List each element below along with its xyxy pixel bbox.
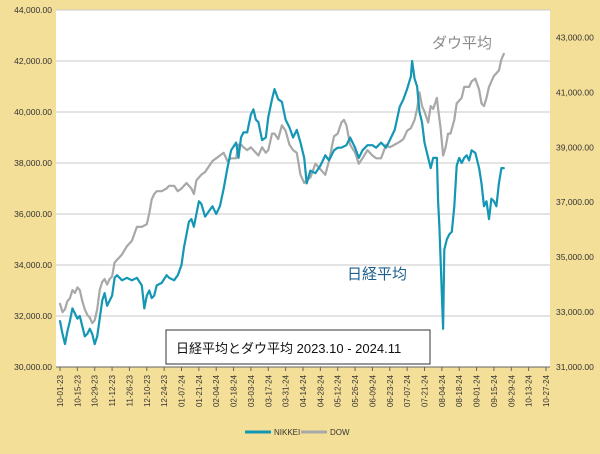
x-tick-label: 10-15-23 (73, 374, 82, 407)
left-tick-label: 42,000.00 (14, 56, 52, 66)
x-tick-label: 06-09-24 (368, 374, 377, 407)
plot-area (56, 10, 550, 367)
right-y-axis: 31,000.00 33,000.00 35,000.00 37,000.00 39,0… (556, 32, 594, 372)
series-line-nikkei (58, 59, 505, 346)
nikkei-annotation: 日経平均 (347, 266, 407, 283)
x-tick-label: 06-23-24 (386, 374, 395, 407)
x-tick-label: 12-24-23 (160, 374, 169, 407)
x-tick-label: 08-04-24 (438, 374, 447, 407)
right-tick-label: 35,000.00 (556, 252, 594, 262)
left-tick-label: 34,000.00 (14, 260, 52, 270)
x-tick-label: 05-12-24 (334, 374, 343, 407)
right-tick-label: 33,000.00 (556, 307, 594, 317)
left-tick-label: 36,000.00 (14, 209, 52, 219)
x-tick-label: 12-10-23 (143, 374, 152, 407)
x-tick-label: 09-15-24 (490, 374, 499, 407)
x-tick-label: 05-26-24 (351, 374, 360, 407)
left-tick-label: 38,000.00 (14, 158, 52, 168)
x-tick-label: 07-21-24 (421, 374, 430, 407)
chart-title: 日経平均とダウ平均 2023.10 - 2024.11 (176, 341, 401, 356)
x-tick-label: 02-18-24 (230, 374, 239, 407)
left-tick-label: 30,000.00 (14, 362, 52, 372)
left-tick-label: 44,000.00 (14, 5, 52, 15)
series-line-dow (58, 52, 505, 325)
x-axis: 10-01-23 10-15-23 10-29-23 11-12-23 11-26-23… (56, 366, 551, 407)
left-y-axis: 30,000.00 32,000.00 34,000.00 36,000.00 38,0… (14, 5, 52, 372)
x-tick-label: 04-14-24 (299, 374, 308, 407)
x-tick-label: 01-21-24 (195, 374, 204, 407)
x-tick-label: 11-26-23 (125, 374, 134, 406)
grid-lines (56, 9, 550, 368)
x-tick-label: 09-29-24 (507, 374, 516, 407)
x-tick-label: 10-13-24 (525, 374, 534, 407)
x-tick-label: 11-12-23 (108, 374, 117, 406)
x-tick-label: 08-18-24 (455, 374, 464, 407)
right-tick-label: 41,000.00 (556, 87, 594, 97)
left-tick-label: 32,000.00 (14, 311, 52, 321)
chart-title-box (165, 329, 431, 365)
x-tick-label: 07-07-24 (403, 374, 412, 407)
x-tick-label: 02-04-24 (212, 374, 221, 407)
x-tick-label: 04-28-24 (316, 374, 325, 407)
right-tick-label: 39,000.00 (556, 142, 594, 152)
legend: NIKKEI DOW (245, 428, 350, 437)
x-tick-label: 10-27-24 (542, 374, 551, 407)
dow-annotation: ダウ平均 (432, 35, 492, 52)
x-tick-label: 09-01-24 (473, 374, 482, 407)
right-tick-label: 31,000.00 (556, 362, 594, 372)
x-tick-label: 03-31-24 (282, 374, 291, 407)
x-tick-label: 03-17-24 (264, 374, 273, 407)
x-tick-label: 10-29-23 (91, 374, 100, 407)
legend-dow-label: DOW (330, 428, 350, 437)
x-tick-label: 10-01-23 (56, 374, 65, 407)
right-tick-label: 43,000.00 (556, 32, 594, 42)
x-tick-label: 03-03-24 (247, 374, 256, 407)
series-layer (58, 52, 505, 346)
left-tick-label: 40,000.00 (14, 107, 52, 117)
legend-nikkei-label: NIKKEI (274, 428, 300, 437)
right-tick-label: 37,000.00 (556, 197, 594, 207)
x-tick-label: 01-07-24 (178, 374, 187, 407)
